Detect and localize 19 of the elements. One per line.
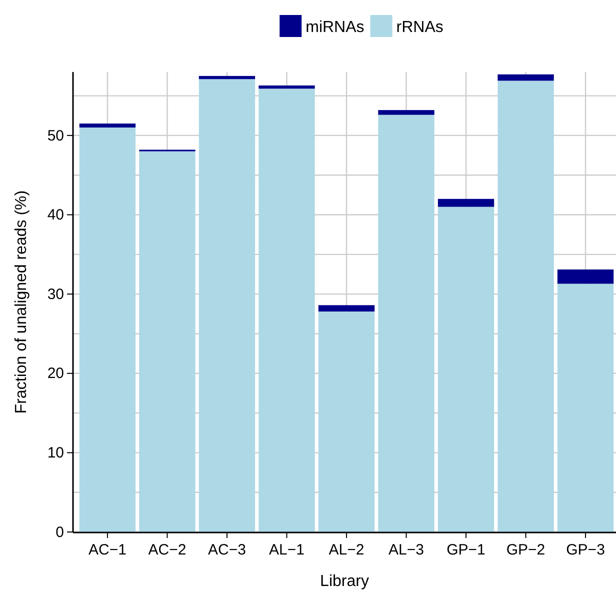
legend-label: miRNAs bbox=[306, 19, 364, 36]
x-tick-label: AL−3 bbox=[388, 542, 424, 558]
x-tick-label: GP−1 bbox=[446, 542, 486, 558]
y-tick-label: 20 bbox=[47, 365, 64, 382]
x-axis-title: Library bbox=[320, 573, 369, 590]
x-tick-label: AC−1 bbox=[88, 542, 126, 558]
x-tick-label: AL−2 bbox=[328, 542, 364, 558]
y-tick-label: 0 bbox=[56, 524, 64, 541]
y-axis-title: Fraction of unaligned reads (%) bbox=[13, 190, 30, 414]
x-tick-label: AC−2 bbox=[148, 542, 186, 558]
y-tick-label: 50 bbox=[47, 127, 64, 144]
x-tick-label: GP−2 bbox=[506, 542, 546, 558]
x-tick-label: AL−1 bbox=[269, 542, 304, 558]
x-tick-label: GP−3 bbox=[566, 542, 605, 558]
y-tick-label: 40 bbox=[47, 206, 64, 224]
legend-label: rRNAs bbox=[396, 19, 444, 36]
y-tick-label: 30 bbox=[47, 286, 64, 303]
y-tick-label: 10 bbox=[47, 444, 64, 462]
x-tick-label: AC−3 bbox=[208, 542, 246, 558]
